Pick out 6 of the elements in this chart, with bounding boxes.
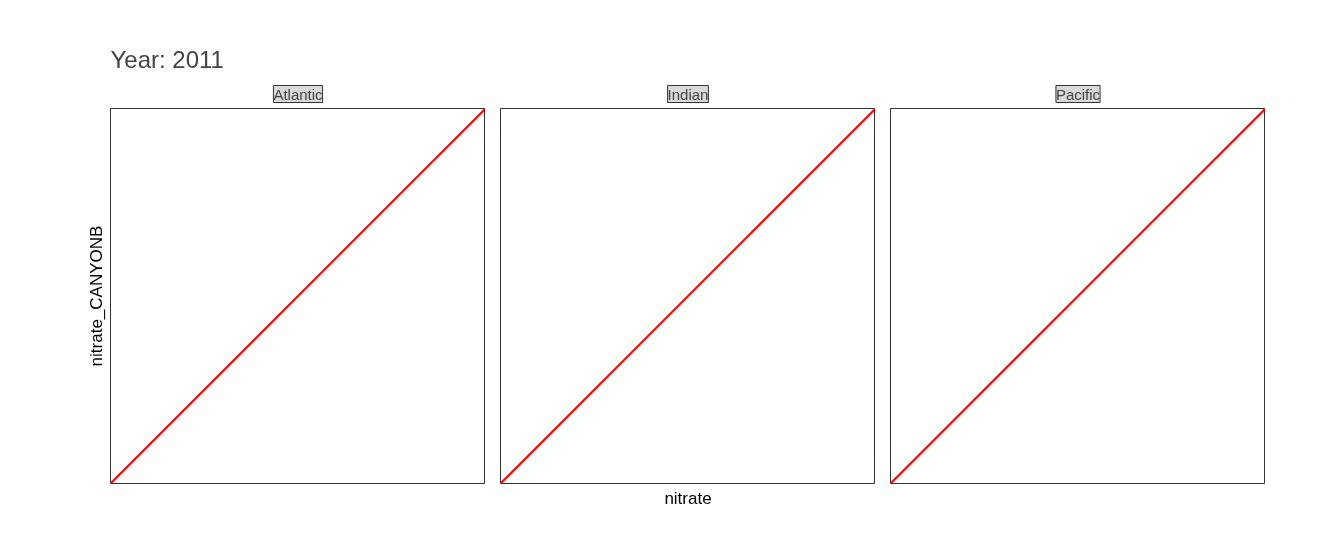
chart-title: Year: 2011 bbox=[110, 45, 224, 73]
y-axis-title: nitrate_CANYONB bbox=[86, 225, 106, 367]
chart-subtitle: Indian bbox=[667, 85, 709, 103]
chart-subtitle: Pacific bbox=[1055, 85, 1101, 103]
chart-subtitle: Atlantic bbox=[273, 85, 324, 103]
x-axis-title: nitrate bbox=[664, 488, 712, 508]
